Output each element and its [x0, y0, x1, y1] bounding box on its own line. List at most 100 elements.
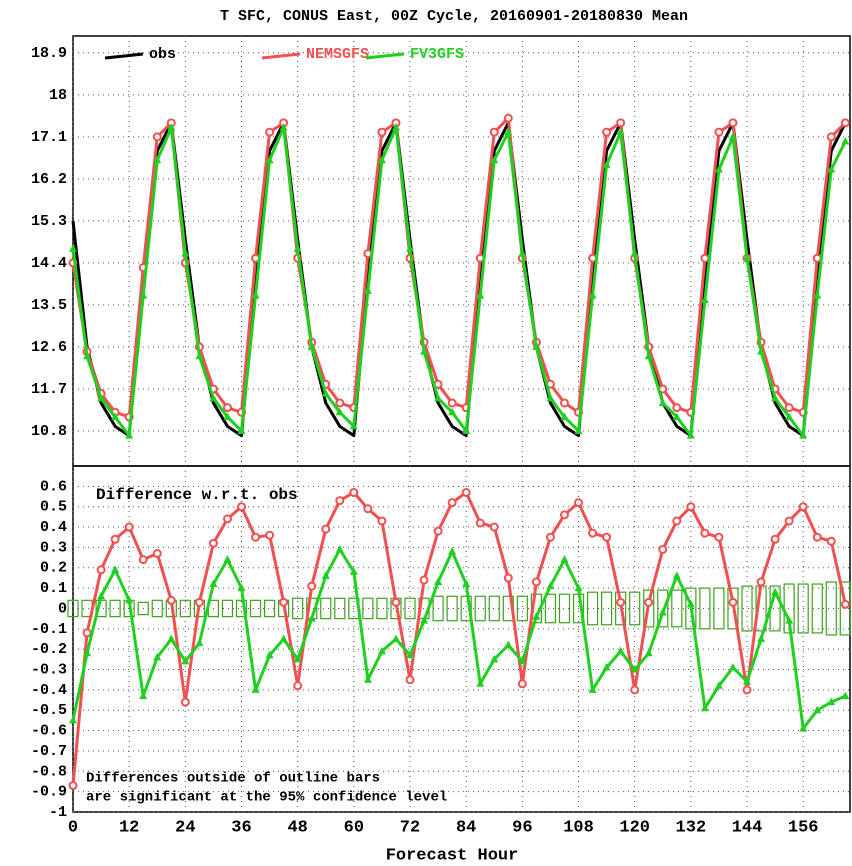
- marker: [166, 595, 176, 605]
- marker: [559, 398, 569, 408]
- significance-bar: [137, 601, 149, 616]
- y-tick-label: 11.7: [31, 381, 67, 398]
- significance-bar: [643, 589, 655, 628]
- marker: [490, 654, 499, 663]
- legend-swatch: [104, 52, 144, 60]
- plot-frame: [72, 465, 851, 813]
- chart-title: T SFC, CONUS East, 00Z Cycle, 20160901-2…: [220, 8, 688, 25]
- y-tick-label: 13.5: [31, 297, 67, 314]
- marker: [363, 504, 373, 514]
- marker: [644, 597, 654, 607]
- marker: [700, 703, 709, 712]
- y-tick-label: 0.1: [40, 580, 67, 597]
- legend-label: FV3GFS: [410, 46, 464, 63]
- y-tick-label: -0.7: [31, 743, 67, 760]
- significance-bar: [685, 587, 697, 630]
- legend-label: obs: [149, 46, 176, 63]
- marker: [799, 724, 808, 732]
- legend-label: NEMSGFS: [306, 46, 369, 63]
- series-line: [71, 126, 847, 438]
- marker: [377, 155, 386, 164]
- significance-bar: [404, 597, 416, 620]
- x-tick-label: 72: [400, 818, 420, 837]
- significance-bar: [376, 597, 388, 620]
- marker: [574, 583, 583, 592]
- marker: [517, 679, 527, 689]
- y-tick-label: 15.3: [31, 213, 67, 230]
- marker: [68, 781, 78, 791]
- significance-bar: [446, 595, 458, 622]
- marker: [110, 534, 120, 544]
- x-tick-label: 84: [456, 818, 476, 837]
- marker: [195, 351, 204, 360]
- marker: [616, 597, 626, 607]
- marker: [476, 291, 485, 299]
- marker: [757, 634, 766, 642]
- marker: [490, 155, 499, 164]
- marker: [546, 393, 555, 402]
- marker: [237, 426, 246, 434]
- y-tick-label: 18.9: [31, 45, 67, 62]
- marker: [700, 528, 710, 538]
- marker: [139, 291, 148, 299]
- marker: [672, 412, 681, 420]
- significance-bar: [320, 597, 332, 620]
- marker: [420, 616, 429, 624]
- marker: [489, 522, 499, 532]
- marker: [756, 577, 766, 587]
- marker: [251, 532, 261, 542]
- marker: [237, 583, 246, 592]
- legend-swatch: [261, 52, 301, 60]
- y-tick-label: -0.3: [31, 661, 67, 678]
- significance-bar: [179, 599, 191, 618]
- marker: [686, 599, 695, 608]
- marker: [307, 614, 316, 622]
- x-tick-label: 108: [563, 818, 594, 837]
- significance-bar: [741, 585, 753, 632]
- marker: [391, 634, 400, 642]
- marker: [265, 650, 274, 659]
- y-tick-label: -0.1: [31, 621, 67, 638]
- marker: [728, 597, 738, 607]
- marker: [433, 526, 443, 536]
- y-tick-label: 0.3: [40, 539, 67, 556]
- x-tick-label: 60: [344, 818, 364, 837]
- marker: [251, 685, 260, 693]
- marker: [419, 575, 429, 585]
- y-tick-label: -0.2: [31, 641, 67, 658]
- marker: [153, 652, 162, 661]
- x-axis-label: Forecast Hour: [386, 846, 519, 865]
- significance-bar: [629, 591, 641, 626]
- marker: [152, 549, 162, 559]
- y-tick-label: 0: [58, 600, 67, 617]
- y-tick-label: 0.6: [40, 478, 67, 495]
- significance-bar: [235, 599, 248, 618]
- marker: [335, 398, 345, 408]
- marker: [223, 555, 232, 563]
- x-tick-label: 96: [512, 818, 532, 837]
- marker: [813, 705, 822, 714]
- marker: [658, 608, 667, 616]
- marker: [335, 496, 345, 506]
- marker: [293, 654, 302, 663]
- marker: [630, 665, 639, 673]
- significance-bar: [699, 587, 711, 630]
- marker: [784, 403, 794, 413]
- marker: [209, 579, 218, 588]
- marker: [743, 253, 752, 262]
- marker: [448, 546, 457, 555]
- marker: [208, 538, 218, 548]
- significance-bar: [797, 583, 809, 634]
- marker: [462, 579, 471, 588]
- marker: [97, 393, 106, 402]
- y-tick-label: 0.5: [40, 499, 67, 516]
- marker: [785, 412, 794, 420]
- x-tick-label: 48: [287, 818, 307, 837]
- y-tick-label: 17.1: [31, 129, 67, 146]
- marker: [658, 544, 668, 554]
- marker: [728, 132, 737, 140]
- significance-bar: [544, 593, 557, 624]
- marker: [686, 502, 696, 512]
- marker: [279, 597, 289, 607]
